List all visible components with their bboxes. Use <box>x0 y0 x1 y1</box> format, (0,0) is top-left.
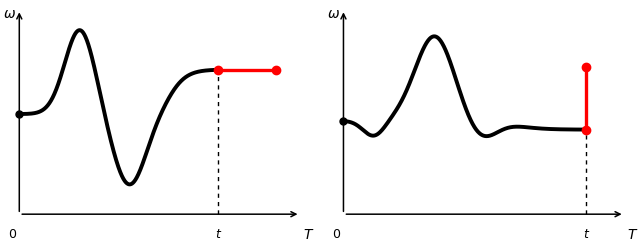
Text: T: T <box>627 228 636 242</box>
Text: ω: ω <box>328 7 340 21</box>
Text: 0: 0 <box>333 228 340 241</box>
Text: T: T <box>303 228 312 242</box>
Text: ω: ω <box>4 7 15 21</box>
Text: t: t <box>215 228 220 241</box>
Text: t: t <box>584 228 588 241</box>
Text: 0: 0 <box>8 228 17 241</box>
